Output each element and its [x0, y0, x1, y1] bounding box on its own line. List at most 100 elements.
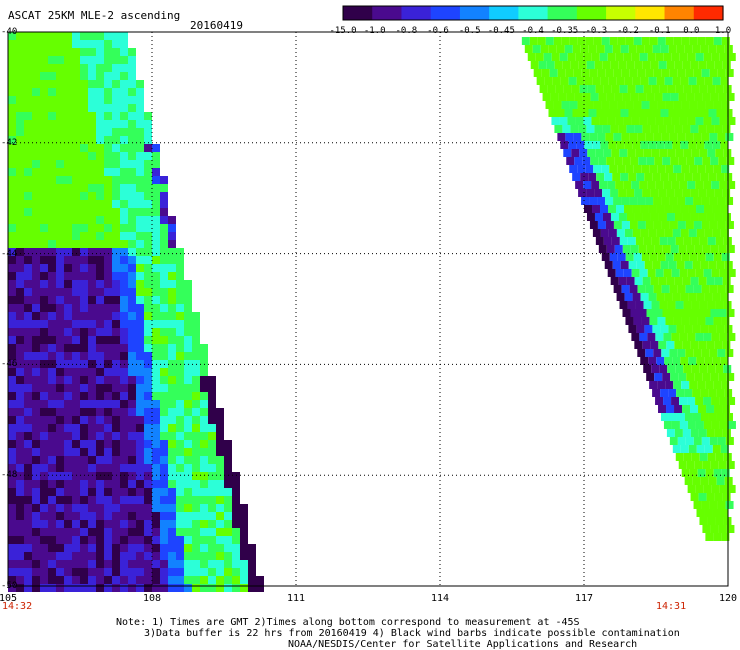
swath-cell: [567, 117, 576, 125]
swath-cell: [16, 544, 24, 552]
swath-cell: [594, 189, 603, 197]
swath-cell: [232, 528, 240, 536]
swath-cell: [104, 200, 112, 208]
swath-cell: [688, 445, 697, 453]
swath-cell: [645, 221, 654, 229]
swath-cell: [554, 125, 563, 133]
swath-cell: [160, 240, 168, 248]
swath-cell: [704, 205, 713, 213]
swath-cell: [32, 480, 40, 488]
swath-cell: [112, 40, 120, 48]
swath-cell: [184, 568, 192, 576]
swath-cell: [80, 296, 88, 304]
swath-cell: [625, 253, 634, 261]
swath-cell: [144, 296, 152, 304]
colorbar-label: -0.8: [395, 26, 418, 36]
swath-cell: [96, 256, 104, 264]
swath-cell: [719, 333, 728, 341]
swath-cell: [64, 304, 72, 312]
swath-cell: [88, 184, 96, 192]
swath-cell: [64, 344, 72, 352]
swath-cell: [607, 117, 616, 125]
swath-cell: [72, 168, 80, 176]
swath-cell: [88, 312, 96, 320]
swath-cell: [96, 392, 104, 400]
swath-cell: [640, 293, 649, 301]
swath-cell: [668, 109, 677, 117]
swath-cell: [48, 216, 56, 224]
swath-cell: [626, 213, 635, 221]
swath-cell: [631, 117, 640, 125]
swath-cell: [80, 560, 88, 568]
swath-cell: [112, 368, 120, 376]
swath-cell: [160, 208, 168, 216]
swath-cell: [88, 576, 96, 584]
swath-cell: [160, 480, 168, 488]
swath-cell: [152, 384, 160, 392]
swath-cell: [609, 37, 618, 45]
swath-cell: [674, 61, 683, 69]
swath-cell: [682, 61, 691, 69]
swath-cell: [176, 520, 184, 528]
swath-cell: [96, 160, 104, 168]
swath-cell: [184, 392, 192, 400]
swath-cell: [120, 416, 128, 424]
swath-cell: [112, 120, 120, 128]
swath-cell: [8, 528, 16, 536]
swath-cell: [192, 464, 200, 472]
swath-cell: [96, 480, 104, 488]
swath-cell: [80, 472, 88, 480]
swath-cell: [670, 309, 679, 317]
swath-cell: [64, 256, 72, 264]
swath-cell: [641, 317, 650, 325]
swath-cell: [8, 560, 16, 568]
swath-cell: [40, 224, 48, 232]
swath-cell: [168, 312, 176, 320]
swath-cell: [72, 232, 80, 240]
swath-cell: [80, 280, 88, 288]
swath-cell: [72, 176, 80, 184]
swath-cell: [602, 189, 611, 197]
swath-cell: [128, 128, 136, 136]
swath-cell: [8, 224, 16, 232]
swath-cell: [717, 437, 726, 445]
swath-cell: [669, 221, 678, 229]
swath-cell: [96, 152, 104, 160]
swath-cell: [24, 368, 32, 376]
swath-cell: [88, 40, 96, 48]
swath-cell: [604, 109, 613, 117]
swath-cell: [72, 216, 80, 224]
swath-cell: [628, 109, 637, 117]
swath-cell: [571, 149, 580, 157]
swath-cell: [168, 320, 176, 328]
swath-cell: [104, 392, 112, 400]
swath-cell: [681, 37, 690, 45]
swath-cell: [144, 504, 152, 512]
swath-cell: [598, 157, 607, 165]
swath-cell: [700, 389, 709, 397]
swath-cell: [184, 584, 192, 592]
swath-cell: [667, 301, 676, 309]
swath-cell: [128, 264, 136, 272]
swath-cell: [216, 552, 224, 560]
swath-cell: [176, 328, 184, 336]
swath-cell: [16, 504, 24, 512]
swath-cell: [224, 464, 232, 472]
swath-cell: [611, 149, 620, 157]
swath-cell: [80, 256, 88, 264]
swath-cell: [650, 61, 659, 69]
swath-cell: [698, 405, 707, 413]
swath-cell: [16, 192, 24, 200]
swath-cell: [590, 93, 599, 101]
swath-cell: [232, 512, 240, 520]
swath-cell: [112, 536, 120, 544]
swath-cell: [718, 525, 727, 533]
swath-cell: [88, 144, 96, 152]
swath-cell: [64, 456, 72, 464]
swath-cell: [56, 304, 64, 312]
swath-cell: [160, 344, 168, 352]
swath-cell: [208, 432, 216, 440]
swath-cell: [216, 448, 224, 456]
swath-cell: [16, 184, 24, 192]
swath-cell: [691, 149, 700, 157]
